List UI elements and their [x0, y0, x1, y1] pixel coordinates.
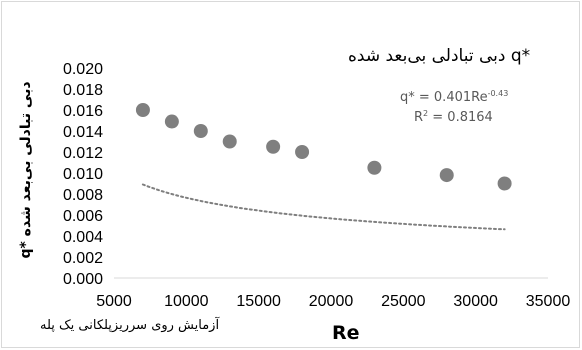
y-tick-label: 0.018 [63, 82, 103, 99]
data-point [164, 114, 179, 129]
y-tick-label: 0.020 [63, 61, 103, 78]
x-axis-label: Re [332, 322, 360, 344]
y-tick-label: 0.000 [63, 271, 103, 288]
x-tick-label: 30000 [453, 293, 498, 310]
x-tick-label: 5000 [96, 293, 132, 310]
y-tick-label: 0.002 [63, 250, 103, 267]
r-squared-label: R2 = 0.8164 [414, 109, 493, 125]
x-tick-label: 10000 [164, 293, 209, 310]
x-tick-label: 25000 [381, 293, 426, 310]
legend-entry: دبی تبادلی بی‌بعد شده q* [348, 46, 531, 66]
y-tick-label: 0.012 [63, 145, 103, 162]
data-point [193, 124, 208, 138]
trendline [141, 183, 506, 231]
data-point [497, 176, 512, 191]
y-tick-label: 0.016 [63, 103, 103, 120]
x-tick-label: 15000 [236, 293, 281, 310]
data-point [367, 160, 382, 175]
y-axis-label: q* دبی تبادلی بی‌بعد شده [18, 81, 34, 259]
x-tick-label: 35000 [526, 293, 571, 310]
data-point [135, 103, 150, 117]
data-point [295, 145, 310, 159]
data-point [266, 139, 281, 154]
y-tick-label: 0.010 [63, 166, 103, 183]
data-point [222, 134, 237, 149]
chart-caption: آزمایش روی سرریزپلکانی یک پله [40, 318, 220, 333]
y-tick-label: 0.014 [63, 124, 103, 141]
x-tick-label: 20000 [309, 293, 354, 310]
y-tick-label: 0.008 [63, 187, 103, 204]
data-point [439, 168, 454, 183]
y-tick-label: 0.004 [63, 229, 103, 246]
y-tick-label: 0.006 [63, 208, 103, 225]
trendline-equation: q* = 0.401Re-0.43 [400, 89, 509, 105]
